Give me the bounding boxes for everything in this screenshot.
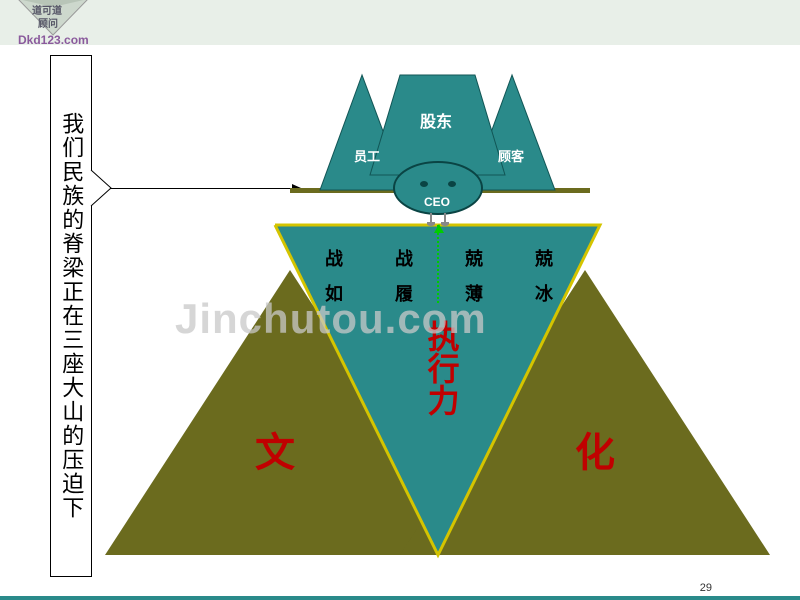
side-column: 我们民族的脊梁正在三座大山的压迫下 bbox=[50, 55, 92, 577]
logo-website: Dkd123.com bbox=[18, 33, 89, 47]
page-number: 29 bbox=[700, 582, 712, 594]
row1-2: 战 bbox=[395, 245, 413, 271]
label-shareholder: 股东 bbox=[420, 108, 452, 132]
label-customer: 顾客 bbox=[498, 150, 524, 164]
row1-1: 战 bbox=[325, 245, 343, 271]
side-text: 我们民族的脊梁正在三座大山的压迫下 bbox=[58, 112, 84, 520]
row2-4: 冰 bbox=[535, 280, 553, 306]
label-employee: 员工 bbox=[354, 150, 380, 164]
logo-line2: 顾问 bbox=[38, 15, 58, 30]
arrow-horizontal bbox=[110, 188, 300, 189]
row2-3: 薄 bbox=[465, 280, 483, 306]
row1-4: 兢 bbox=[535, 245, 553, 271]
label-ceo: CEO bbox=[424, 195, 450, 209]
label-culture-left: 文 bbox=[255, 420, 295, 478]
arrow-dotted-up bbox=[437, 225, 439, 303]
label-execution: 执行力 bbox=[420, 320, 462, 416]
label-culture-right: 化 bbox=[575, 420, 615, 478]
bottom-border bbox=[0, 596, 800, 600]
row2-2: 履 bbox=[395, 280, 413, 306]
row2-1: 如 bbox=[325, 280, 343, 306]
row1-3: 兢 bbox=[465, 245, 483, 271]
diagram-stage: 道可道 顾问 Dkd123.com 我们民族的脊梁正在三座大山的压迫下 股东 员… bbox=[0, 0, 800, 600]
top-strip bbox=[0, 0, 800, 45]
